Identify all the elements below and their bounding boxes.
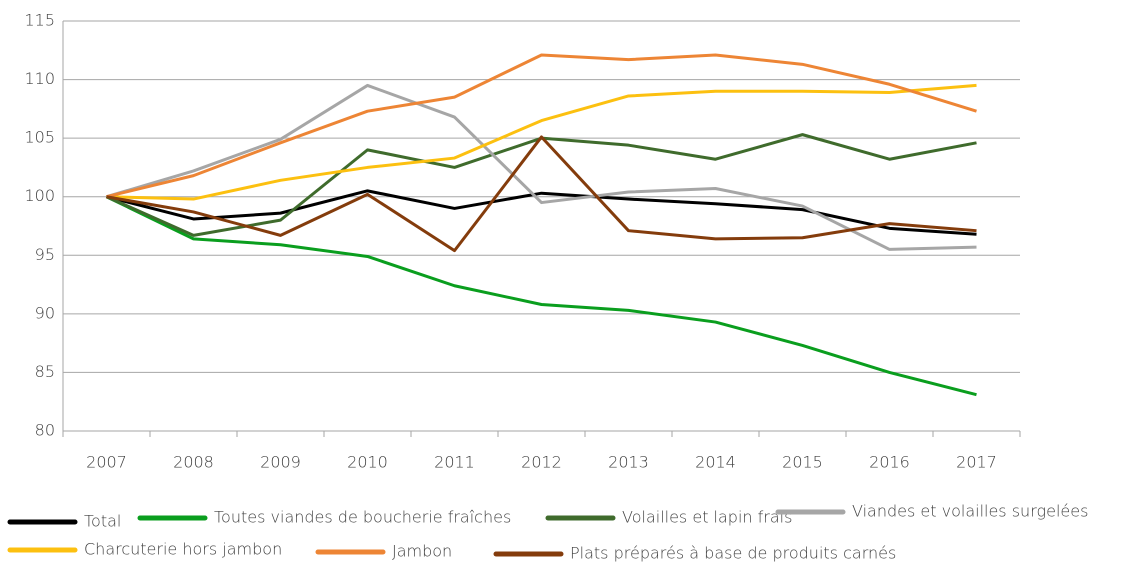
series-line [106,83,977,251]
x-tick-label: 2011 [434,453,475,472]
legend-label: Toutes viandes de boucherie fraîches [214,508,511,527]
series-line [106,83,977,201]
y-tick-label: 105 [24,128,55,147]
y-tick-label: 100 [24,186,55,205]
x-tick-label: 2007 [86,453,127,472]
y-tick-label: 80 [35,421,55,440]
legend-label: Total [84,512,121,531]
y-tick-label: 110 [24,69,55,88]
x-tick-label: 2014 [695,453,736,472]
series-line [106,135,977,253]
legend-label: Charcuterie hors jambon [84,540,282,559]
legend-label: Jambon [392,542,452,561]
series-line [106,189,977,236]
y-tick-label: 85 [35,362,55,381]
x-tick-label: 2009 [260,453,301,472]
x-tick-label: 2015 [782,453,823,472]
legend-label: Volailles et lapin frais [622,508,792,527]
x-tick-label: 2010 [347,453,388,472]
x-tick-label: 2013 [608,453,649,472]
x-tick-label: 2016 [869,453,910,472]
y-tick-label: 90 [35,303,55,322]
legend-label: Viandes et volailles surgelées [852,502,1088,521]
series-line [105,195,977,397]
y-tick-label: 95 [35,245,55,264]
x-tick-label: 2017 [956,453,997,472]
x-tick-label: 2008 [173,453,214,472]
y-tick-label: 115 [24,11,55,30]
x-tick-label: 2012 [521,453,562,472]
series-line [106,53,977,199]
legend-label: Plats préparés à base de produits carnés [570,544,896,563]
